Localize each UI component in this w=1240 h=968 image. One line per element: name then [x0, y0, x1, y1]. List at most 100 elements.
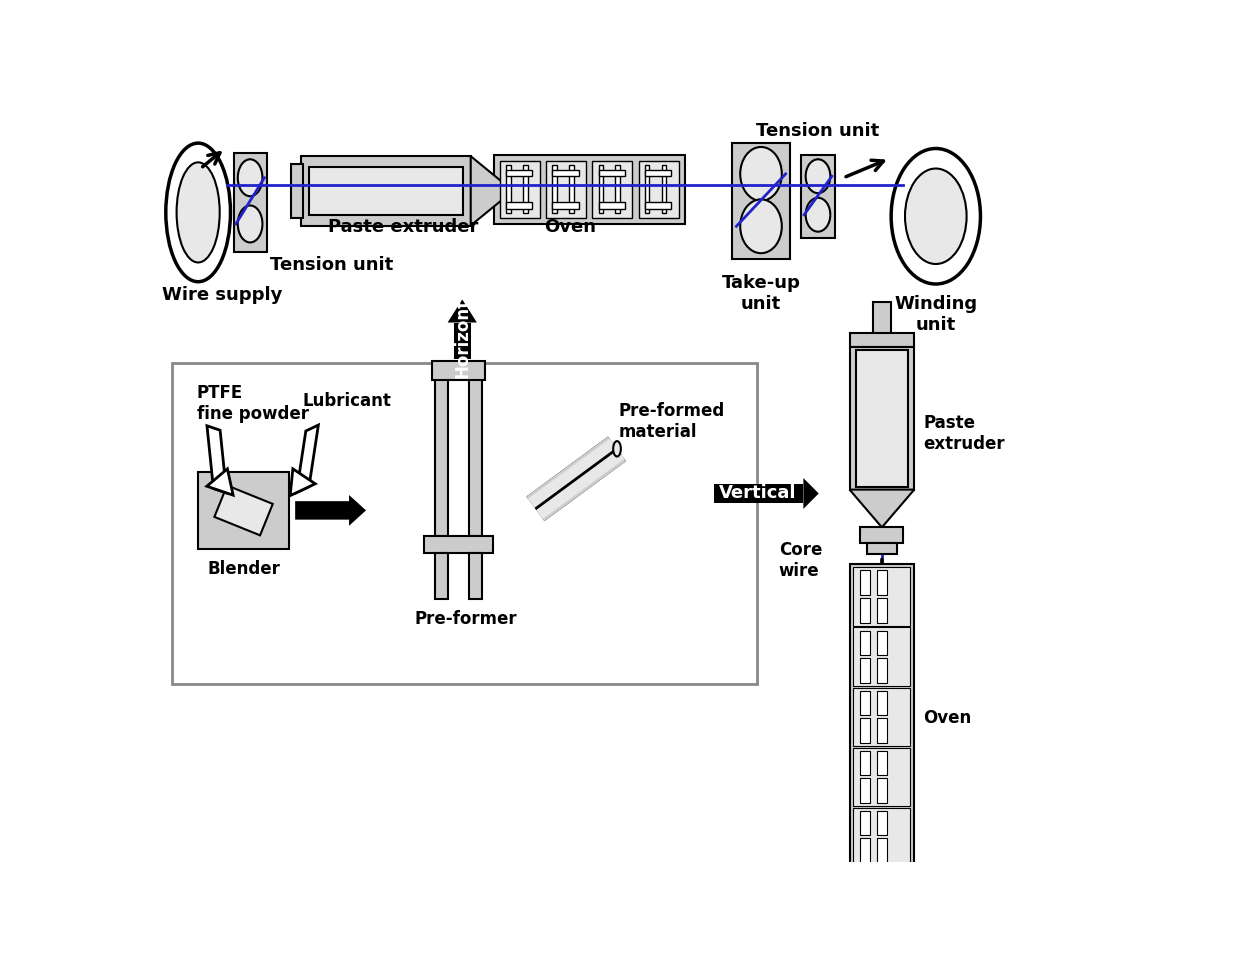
- Bar: [454, 322, 471, 359]
- Bar: [599, 166, 603, 213]
- Text: Pre-former: Pre-former: [415, 610, 517, 627]
- Bar: [877, 598, 887, 622]
- Ellipse shape: [166, 143, 231, 282]
- Ellipse shape: [613, 441, 621, 457]
- Text: Paste
extruder: Paste extruder: [924, 414, 1006, 453]
- Text: Vertical: Vertical: [718, 484, 796, 502]
- Bar: [856, 350, 908, 487]
- Bar: [552, 166, 557, 213]
- Bar: [523, 166, 528, 213]
- Ellipse shape: [238, 205, 263, 242]
- Polygon shape: [804, 478, 818, 509]
- Bar: [853, 627, 910, 686]
- Bar: [849, 333, 914, 348]
- Bar: [172, 363, 758, 684]
- Bar: [469, 378, 481, 536]
- Text: PTFE
fine powder: PTFE fine powder: [197, 384, 309, 423]
- Text: Tension unit: Tension unit: [270, 257, 393, 274]
- Text: Paste extruder: Paste extruder: [329, 218, 479, 235]
- Ellipse shape: [905, 168, 967, 264]
- Polygon shape: [849, 490, 914, 528]
- Bar: [877, 630, 887, 655]
- Bar: [861, 718, 870, 743]
- Text: Oven: Oven: [924, 710, 972, 727]
- Bar: [569, 166, 574, 213]
- Bar: [233, 153, 267, 252]
- Polygon shape: [296, 425, 319, 493]
- Bar: [873, 302, 892, 335]
- Bar: [552, 170, 579, 176]
- Bar: [639, 161, 678, 218]
- Bar: [215, 486, 273, 535]
- Bar: [290, 164, 303, 218]
- Text: Horizontal: Horizontal: [454, 281, 471, 378]
- Bar: [645, 202, 671, 208]
- Bar: [861, 838, 870, 863]
- Bar: [861, 690, 870, 715]
- Polygon shape: [295, 495, 366, 526]
- Bar: [506, 202, 532, 208]
- Text: Core
wire: Core wire: [779, 541, 822, 580]
- Bar: [861, 658, 870, 682]
- Bar: [877, 750, 887, 775]
- Bar: [435, 553, 448, 599]
- Bar: [506, 166, 511, 213]
- Polygon shape: [207, 469, 233, 496]
- Bar: [198, 471, 289, 549]
- Bar: [662, 166, 666, 213]
- Bar: [867, 543, 898, 554]
- Bar: [877, 811, 887, 835]
- Bar: [513, 178, 527, 204]
- Bar: [309, 166, 463, 215]
- Bar: [500, 161, 541, 218]
- Bar: [593, 161, 632, 218]
- Text: Tension unit: Tension unit: [756, 122, 879, 140]
- Text: Lubricant: Lubricant: [303, 392, 392, 409]
- Bar: [861, 750, 870, 775]
- Bar: [853, 687, 910, 746]
- Ellipse shape: [806, 197, 831, 231]
- Polygon shape: [471, 156, 513, 226]
- Bar: [877, 778, 887, 803]
- Text: Wire supply: Wire supply: [162, 286, 283, 304]
- Bar: [645, 166, 650, 213]
- Ellipse shape: [892, 148, 981, 284]
- Bar: [877, 570, 887, 595]
- Bar: [877, 838, 887, 863]
- Polygon shape: [290, 469, 315, 496]
- Bar: [861, 570, 870, 595]
- Bar: [861, 630, 870, 655]
- Bar: [424, 536, 494, 553]
- Bar: [469, 553, 481, 599]
- Text: Take-up
unit: Take-up unit: [722, 274, 801, 313]
- Bar: [861, 811, 870, 835]
- Ellipse shape: [176, 163, 219, 262]
- Bar: [546, 161, 587, 218]
- Polygon shape: [207, 426, 227, 493]
- Ellipse shape: [740, 147, 781, 201]
- Bar: [849, 348, 914, 490]
- Bar: [877, 658, 887, 682]
- Bar: [301, 156, 471, 226]
- Bar: [599, 170, 625, 176]
- Bar: [861, 598, 870, 622]
- Bar: [877, 718, 887, 743]
- Bar: [714, 484, 804, 502]
- Text: Winding
unit: Winding unit: [894, 295, 977, 334]
- Bar: [861, 778, 870, 803]
- Bar: [552, 202, 579, 208]
- Text: Oven: Oven: [544, 218, 596, 235]
- Ellipse shape: [806, 160, 831, 194]
- Bar: [506, 170, 532, 176]
- Bar: [732, 143, 790, 258]
- Bar: [853, 807, 910, 866]
- Bar: [599, 202, 625, 208]
- Bar: [861, 528, 904, 543]
- Bar: [435, 378, 448, 536]
- Bar: [615, 166, 620, 213]
- Ellipse shape: [740, 199, 781, 254]
- Text: Blender: Blender: [207, 560, 280, 578]
- Polygon shape: [448, 299, 477, 322]
- Bar: [853, 747, 910, 806]
- Bar: [645, 170, 671, 176]
